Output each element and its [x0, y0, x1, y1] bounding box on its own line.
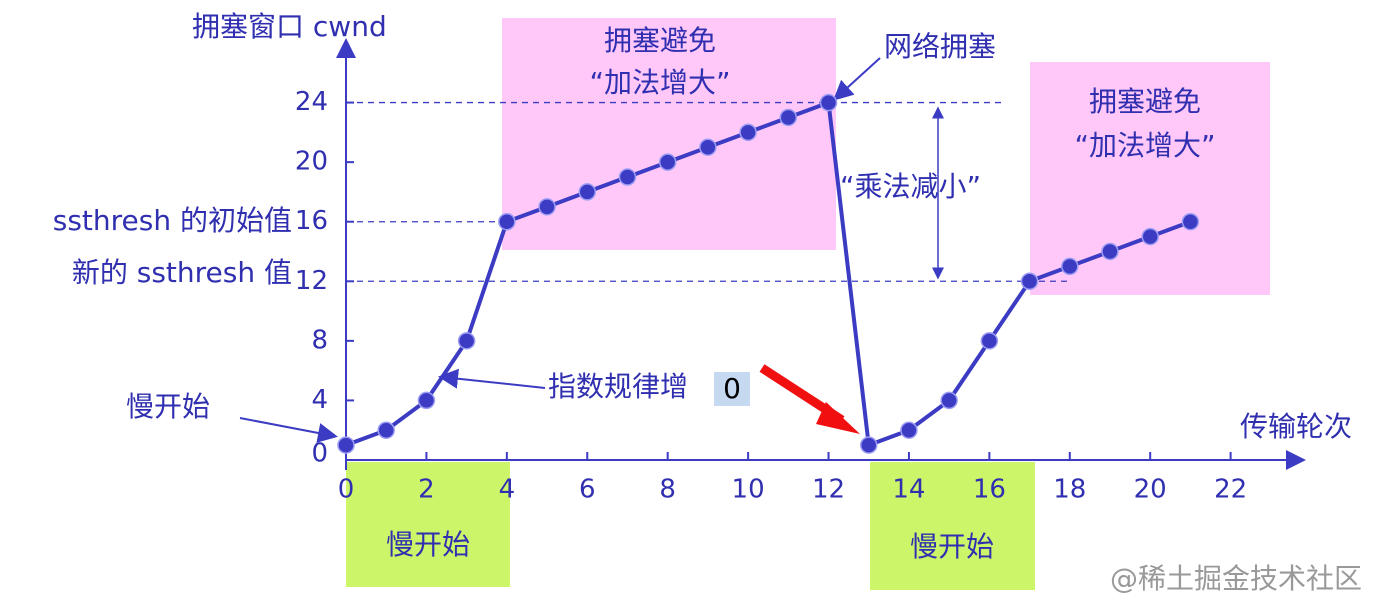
point	[1020, 272, 1039, 291]
annotation: 拥塞避免	[1089, 85, 1201, 118]
x-tick-label: 20	[1134, 475, 1167, 505]
y-tick-label: 12	[295, 266, 328, 296]
x-tick-label: 18	[1053, 475, 1086, 505]
y-tick-label: 24	[295, 87, 328, 117]
region	[502, 18, 836, 250]
line	[345, 99, 1192, 448]
watermark: @稀土掘金技术社区	[1110, 562, 1362, 595]
y-tick-label: 16	[295, 206, 328, 236]
annotation: 慢开始	[126, 390, 210, 423]
point	[377, 421, 395, 439]
point	[538, 198, 556, 216]
pointer	[833, 57, 881, 101]
point	[739, 123, 757, 142]
point	[1141, 227, 1159, 246]
annotation: “加法增大”	[1074, 129, 1215, 162]
x-axis-title: 传输轮次	[1240, 410, 1352, 443]
y-tick-label: 0	[311, 439, 328, 469]
region	[346, 462, 510, 587]
annotation: ssthresh 的初始值	[53, 204, 292, 237]
x-tick-label: 2	[418, 475, 435, 505]
annotation: 网络拥塞	[884, 30, 996, 63]
point	[779, 108, 798, 127]
tooltip	[714, 372, 750, 406]
annotation: 拥塞避免	[604, 24, 716, 57]
point	[337, 436, 355, 454]
point	[699, 138, 717, 156]
box-label: 慢开始	[386, 528, 470, 561]
x-tick-label: 0	[338, 475, 355, 505]
point	[940, 391, 958, 410]
annotation: “加法增大”	[589, 66, 730, 99]
x-tick-label: 14	[892, 475, 925, 505]
region	[870, 462, 1035, 590]
annotation: 新的 ssthresh 值	[72, 256, 292, 289]
point	[900, 421, 918, 439]
point	[417, 391, 436, 410]
tooltip-text: 0	[723, 372, 741, 405]
y-tick-label: 20	[295, 147, 328, 177]
point	[457, 332, 476, 350]
pointer	[239, 417, 338, 443]
annotation: 指数规律增	[548, 370, 688, 403]
x-tick-label: 16	[973, 475, 1006, 505]
point	[1101, 242, 1119, 261]
point	[618, 168, 637, 186]
annotation: “乘法减小”	[840, 170, 981, 203]
y-tick-label: 4	[311, 385, 328, 415]
x-tick-label: 8	[659, 475, 676, 505]
y-tick-label: 8	[311, 325, 328, 355]
y-axis-title: 拥塞窗口 cwnd	[192, 10, 387, 43]
box-label: 慢开始	[910, 530, 994, 563]
point	[578, 183, 597, 201]
red-arrow-head	[816, 402, 860, 434]
x-tick-label: 10	[732, 475, 765, 505]
x-tick-label: 4	[499, 475, 516, 505]
point	[1181, 212, 1200, 231]
point	[819, 93, 838, 112]
point	[859, 436, 878, 454]
point	[498, 212, 516, 231]
point	[1061, 257, 1079, 276]
point	[658, 153, 677, 171]
x-tick-label: 12	[812, 475, 845, 505]
region	[1030, 62, 1270, 295]
point	[980, 332, 999, 350]
pointer	[438, 368, 546, 389]
x-tick-label: 22	[1214, 475, 1247, 505]
x-tick-label: 6	[579, 475, 596, 505]
